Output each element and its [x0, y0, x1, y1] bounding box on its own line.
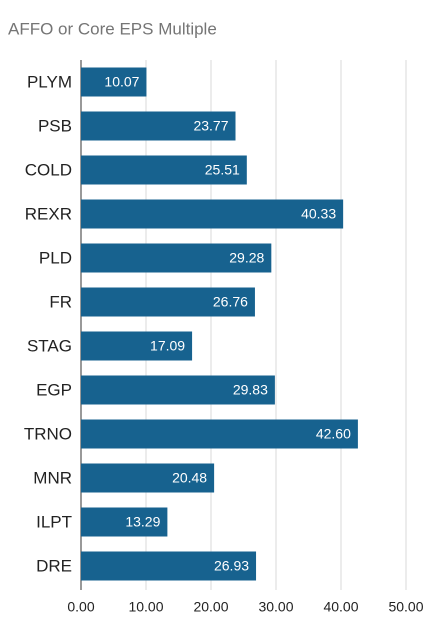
value-label: 25.51: [205, 162, 240, 178]
x-tick-label: 40.00: [323, 599, 358, 615]
y-tick-label: FR: [49, 292, 72, 311]
bar: [81, 67, 147, 97]
y-tick-label: PLYM: [27, 72, 72, 91]
y-tick-label: MNR: [33, 468, 72, 487]
y-tick-label: COLD: [25, 160, 72, 179]
bar: [81, 551, 257, 581]
value-label: 29.83: [233, 382, 268, 398]
y-tick-label: STAG: [27, 336, 72, 355]
y-tick-label: PLD: [39, 248, 72, 267]
y-tick-label: TRNO: [24, 424, 72, 443]
value-label: 20.48: [172, 470, 207, 486]
x-tick-label: 0.00: [67, 599, 94, 615]
bar: [81, 463, 215, 493]
bar: [81, 199, 344, 229]
x-tick-label: 20.00: [193, 599, 228, 615]
x-tick-label: 50.00: [388, 599, 423, 615]
x-tick-label: 30.00: [258, 599, 293, 615]
bar: [81, 243, 272, 273]
value-label: 42.60: [316, 426, 351, 442]
y-tick-label: ILPT: [36, 512, 72, 531]
value-label: 23.77: [193, 118, 228, 134]
y-tick-label: REXR: [25, 204, 72, 223]
bar: [81, 375, 275, 405]
y-tick-label: PSB: [38, 116, 72, 135]
bar: [81, 419, 358, 449]
value-label: 13.29: [125, 514, 160, 530]
value-label: 29.28: [229, 250, 264, 266]
x-tick-label: 10.00: [128, 599, 163, 615]
chart-title: AFFO or Core EPS Multiple: [8, 19, 217, 38]
value-label: 17.09: [150, 338, 185, 354]
bar: [81, 111, 236, 141]
bar: [81, 331, 193, 361]
bar: [81, 287, 255, 317]
value-label: 26.93: [214, 558, 249, 574]
value-label: 40.33: [301, 206, 336, 222]
bar: [81, 507, 168, 537]
bar: [81, 155, 247, 185]
value-label: 10.07: [104, 74, 139, 90]
y-tick-label: DRE: [36, 556, 72, 575]
y-tick-label: EGP: [36, 380, 72, 399]
value-label: 26.76: [213, 294, 248, 310]
